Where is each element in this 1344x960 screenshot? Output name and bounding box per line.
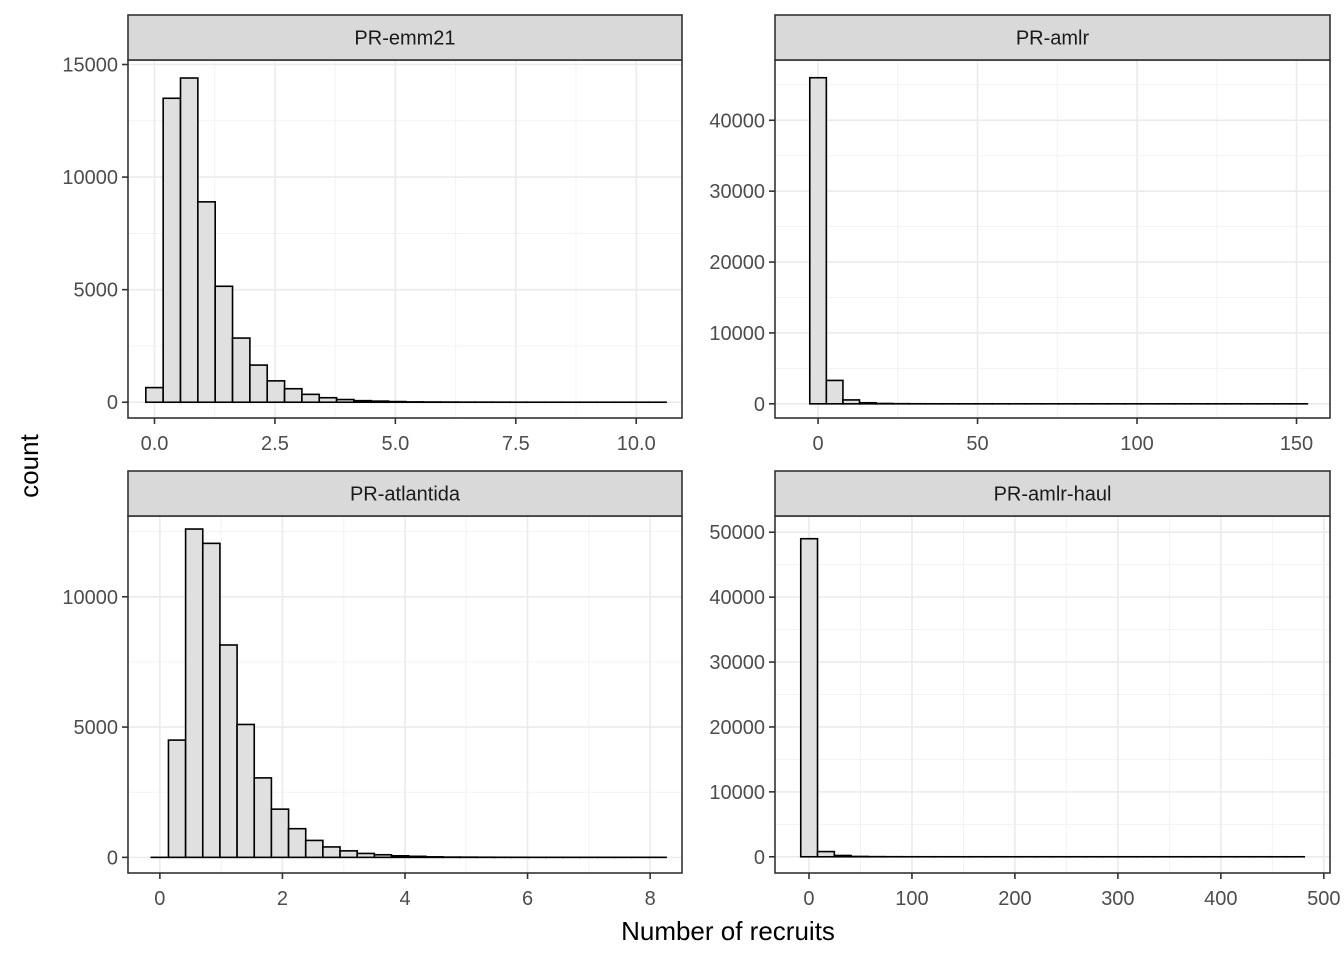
y-tick-label: 0 xyxy=(107,847,118,869)
histogram-bar xyxy=(249,364,269,404)
x-tick-label: 100 xyxy=(895,888,928,910)
histogram-bar xyxy=(283,387,303,404)
facet-strip xyxy=(127,14,683,61)
y-tick-label: 0 xyxy=(754,847,765,869)
histogram-bar xyxy=(373,853,393,859)
histogram-bar xyxy=(799,537,819,858)
x-tick-label: 5.0 xyxy=(381,433,409,455)
histogram-bar xyxy=(219,644,238,859)
x-tick-label: 400 xyxy=(1204,888,1237,910)
y-tick-label: 20000 xyxy=(709,252,765,274)
y-tick-label: 0 xyxy=(107,392,118,414)
histogram-bar xyxy=(162,97,182,404)
x-tick-label: 300 xyxy=(1101,888,1134,910)
facet-panel: PR-amlr-haul 0 100 200 300 400 500 0 10000 20000 3… xyxy=(709,470,1341,910)
x-axis-title: Number of recruits xyxy=(621,916,835,946)
y-tick-label: 20000 xyxy=(709,717,765,739)
y-tick-label: 5000 xyxy=(74,717,119,739)
y-tick-label: 40000 xyxy=(709,110,765,132)
y-tick-label: 10000 xyxy=(709,323,765,345)
y-tick-label: 10000 xyxy=(709,782,765,804)
histogram-bar xyxy=(808,76,828,405)
y-tick-label: 30000 xyxy=(709,652,765,674)
x-tick-label: 7.5 xyxy=(502,433,530,455)
histogram-bar xyxy=(266,380,286,404)
histogram-bar xyxy=(304,839,324,859)
facet-panel: PR-amlr 0 50 100 150 0 10000 20000 30000 40000 xyxy=(709,14,1331,455)
histogram-bar xyxy=(179,77,199,404)
x-tick-label: 4 xyxy=(399,888,410,910)
x-tick-label: 10.0 xyxy=(617,433,656,455)
histogram-bar xyxy=(318,396,338,404)
facet-strip-label: PR-atlantida xyxy=(350,484,461,506)
facet-strip xyxy=(127,470,683,517)
y-axis-title: count xyxy=(14,433,44,497)
histogram-bar xyxy=(167,739,187,859)
histogram-bar xyxy=(353,399,373,404)
histogram-bar xyxy=(339,850,358,859)
histogram-bar xyxy=(214,285,234,404)
histogram-bar xyxy=(287,827,307,859)
x-tick-label: 8 xyxy=(645,888,656,910)
y-tick-label: 0 xyxy=(754,394,765,416)
histogram-bar xyxy=(145,386,164,404)
x-tick-label: 2 xyxy=(277,888,288,910)
y-tick-label: 5000 xyxy=(74,280,119,302)
x-tick-label: 0 xyxy=(154,888,165,910)
y-tick-label: 50000 xyxy=(709,522,765,544)
histogram-bar xyxy=(201,542,221,859)
histogram-bar xyxy=(301,393,321,404)
facet-strip xyxy=(774,14,1331,61)
x-tick-label: 0 xyxy=(812,433,823,455)
histogram-bar xyxy=(197,201,216,404)
x-tick-label: 50 xyxy=(966,433,988,455)
histogram-bar xyxy=(370,400,390,404)
facet-panel: PR-emm21 0.0 2.5 5.0 7.5 10.0 0 5000 10000 15000 xyxy=(62,14,683,455)
facet-strip xyxy=(774,470,1331,517)
facet-strip-label: PR-emm21 xyxy=(354,28,455,50)
x-tick-label: 100 xyxy=(1120,433,1153,455)
histogram-bar xyxy=(858,401,877,405)
y-tick-label: 40000 xyxy=(709,587,765,609)
facet-panel: PR-atlantida 0 2 4 6 8 0 5000 10000 xyxy=(62,470,683,910)
histogram-bar xyxy=(825,379,844,405)
histogram-bar xyxy=(407,855,427,859)
facet-strip-label: PR-amlr-haul xyxy=(994,484,1112,506)
histogram-bar xyxy=(184,528,204,859)
x-tick-label: 0.0 xyxy=(141,433,169,455)
histogram-bar xyxy=(842,399,861,405)
histogram-bar xyxy=(816,850,836,858)
x-tick-label: 0 xyxy=(803,888,814,910)
histogram-bar xyxy=(387,400,407,404)
histogram-bar xyxy=(270,808,290,859)
histogram-bar xyxy=(236,723,256,859)
x-tick-label: 6 xyxy=(522,888,533,910)
y-tick-label: 10000 xyxy=(62,167,118,189)
panel-background xyxy=(775,60,1330,418)
y-tick-label: 30000 xyxy=(709,181,765,203)
histogram-bar xyxy=(833,854,852,858)
x-tick-label: 150 xyxy=(1280,433,1313,455)
histogram-bar xyxy=(390,855,410,859)
y-tick-label: 10000 xyxy=(62,587,118,609)
y-tick-label: 15000 xyxy=(62,55,118,77)
x-tick-label: 2.5 xyxy=(261,433,289,455)
histogram-bar xyxy=(322,846,341,859)
histogram-bar xyxy=(356,852,376,859)
x-tick-label: 200 xyxy=(998,888,1031,910)
x-tick-label: 500 xyxy=(1307,888,1340,910)
histogram-bar xyxy=(425,856,444,859)
histogram-bar xyxy=(253,777,273,859)
histogram-bar xyxy=(231,337,251,404)
histogram-bar xyxy=(335,398,355,404)
facet-strip-label: PR-amlr xyxy=(1016,28,1090,50)
